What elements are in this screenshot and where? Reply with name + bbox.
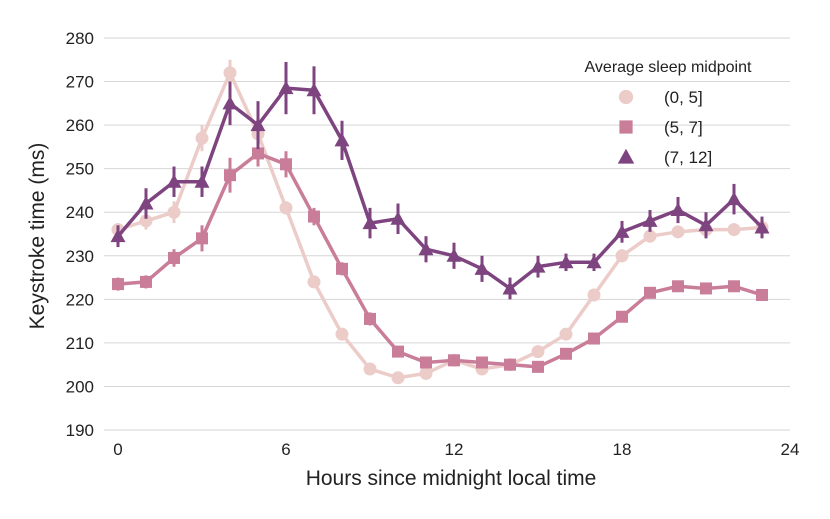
legend-label-2: (7, 12] bbox=[664, 148, 712, 167]
y-tick-label: 260 bbox=[66, 116, 94, 135]
data-point bbox=[363, 362, 377, 376]
data-point bbox=[306, 82, 322, 97]
y-tick-label: 220 bbox=[66, 290, 94, 309]
y-tick-label: 190 bbox=[66, 421, 94, 440]
data-point bbox=[112, 278, 124, 291]
legend-marker-0 bbox=[618, 89, 634, 105]
data-point bbox=[391, 371, 405, 385]
data-point bbox=[698, 217, 714, 232]
data-point bbox=[504, 358, 516, 371]
data-point bbox=[476, 356, 488, 369]
data-point bbox=[280, 158, 292, 171]
data-point bbox=[754, 219, 770, 234]
series-1 bbox=[112, 140, 768, 373]
data-point bbox=[222, 95, 238, 110]
data-point bbox=[390, 211, 406, 225]
data-point bbox=[670, 202, 686, 217]
data-point bbox=[587, 288, 601, 302]
data-point bbox=[195, 131, 209, 145]
data-point bbox=[336, 262, 348, 275]
data-point bbox=[642, 213, 658, 227]
data-point bbox=[420, 356, 432, 369]
data-point bbox=[194, 174, 210, 188]
y-axis-title: Keystroke time (ms) bbox=[26, 143, 49, 330]
y-tick-label: 280 bbox=[66, 29, 94, 48]
data-point bbox=[224, 169, 236, 182]
data-point bbox=[250, 117, 266, 132]
data-point bbox=[168, 251, 180, 264]
data-point bbox=[672, 280, 684, 293]
data-point bbox=[531, 345, 545, 359]
x-tick-label: 12 bbox=[445, 440, 464, 459]
data-point bbox=[560, 347, 572, 360]
data-point bbox=[728, 280, 740, 293]
x-tick-label: 6 bbox=[281, 440, 290, 459]
data-point bbox=[110, 228, 126, 243]
data-point bbox=[419, 366, 433, 380]
data-point bbox=[278, 80, 294, 95]
data-point bbox=[448, 354, 460, 367]
data-point bbox=[196, 232, 208, 245]
data-point bbox=[671, 225, 685, 239]
data-point bbox=[558, 254, 574, 269]
data-point bbox=[586, 254, 602, 269]
series-line bbox=[117, 151, 763, 369]
legend-label-1: (5, 7] bbox=[664, 118, 703, 137]
data-point bbox=[700, 282, 712, 295]
y-tick-label: 240 bbox=[66, 203, 94, 222]
data-point bbox=[362, 215, 378, 230]
series-2 bbox=[110, 61, 770, 300]
data-point bbox=[726, 191, 742, 206]
data-point bbox=[418, 241, 434, 256]
y-tick-label: 270 bbox=[66, 73, 94, 92]
series bbox=[110, 59, 770, 385]
data-point bbox=[727, 223, 741, 237]
data-point bbox=[615, 249, 629, 263]
data-point bbox=[364, 312, 376, 325]
legend-marker-1 bbox=[619, 120, 633, 134]
series-line bbox=[116, 86, 764, 291]
y-tick-label: 200 bbox=[66, 377, 94, 396]
x-tick-label: 24 bbox=[781, 440, 800, 459]
data-point bbox=[335, 327, 349, 341]
data-point bbox=[334, 132, 350, 147]
y-tick-label: 250 bbox=[66, 160, 94, 179]
data-point bbox=[307, 275, 321, 289]
legend: Average sleep midpoint (0, 5] (5, 7] (7, 1… bbox=[585, 59, 752, 167]
legend-marker-2 bbox=[617, 148, 635, 164]
legend-title: Average sleep midpoint bbox=[585, 59, 752, 76]
data-point bbox=[252, 147, 264, 160]
axes: Hours since midnight local time Keystrok… bbox=[26, 29, 799, 490]
x-tick-label: 18 bbox=[613, 440, 632, 459]
data-point bbox=[446, 248, 462, 262]
data-point bbox=[644, 286, 656, 299]
data-point bbox=[392, 345, 404, 358]
data-point bbox=[616, 310, 628, 323]
y-tick-label: 210 bbox=[66, 334, 94, 353]
legend-label-0: (0, 5] bbox=[664, 88, 703, 107]
data-point bbox=[167, 205, 181, 219]
data-point bbox=[502, 280, 518, 295]
data-point bbox=[530, 259, 546, 273]
data-point bbox=[756, 288, 768, 301]
y-tick-label: 230 bbox=[66, 247, 94, 266]
data-point bbox=[166, 174, 182, 188]
data-point bbox=[614, 224, 630, 238]
data-point bbox=[138, 196, 154, 210]
data-point bbox=[643, 229, 657, 243]
data-point bbox=[223, 66, 237, 80]
data-point bbox=[139, 214, 153, 228]
x-tick-label: 0 bbox=[113, 440, 122, 459]
data-point bbox=[140, 275, 152, 288]
data-point bbox=[279, 201, 293, 215]
x-axis-title: Hours since midnight local time bbox=[306, 467, 597, 490]
data-point bbox=[559, 327, 573, 341]
data-point bbox=[308, 210, 320, 223]
data-point bbox=[532, 360, 544, 373]
data-point bbox=[588, 332, 600, 345]
data-point bbox=[474, 261, 490, 275]
